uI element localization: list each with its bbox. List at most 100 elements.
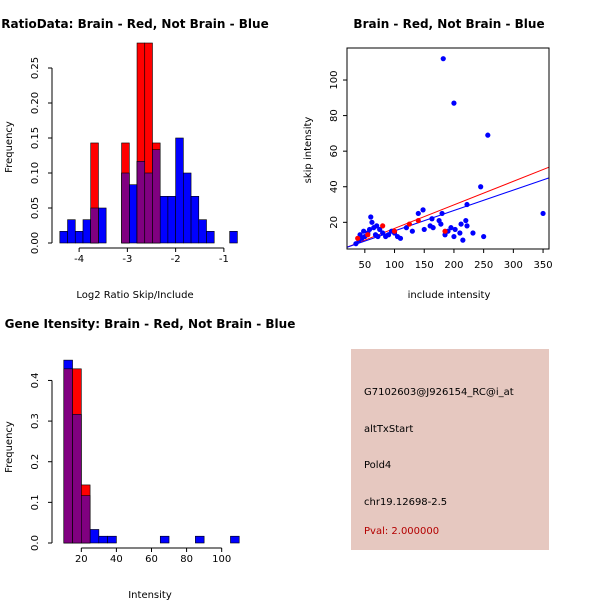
gene-histogram-title: Gene Itensity: Brain - Red, Not Brain - … xyxy=(5,317,296,331)
ratio-histogram-title: RatioData: Brain - Red, Not Brain - Blue xyxy=(1,17,268,31)
p-value: Pval: 2.000000 xyxy=(364,526,440,537)
blue-point xyxy=(397,235,404,241)
blue-point xyxy=(361,228,367,234)
red-point xyxy=(415,217,421,224)
blue-bar xyxy=(175,137,184,244)
y-tick-label: 60 xyxy=(329,145,340,158)
scatter-points xyxy=(353,56,546,247)
blue-point xyxy=(448,225,454,231)
blue-point xyxy=(439,210,445,217)
blue-point xyxy=(451,100,457,106)
blue-bar xyxy=(230,535,240,544)
genomic-location: chr19.12698-2.5 xyxy=(364,497,448,508)
blue-bar xyxy=(198,219,207,244)
blue-point xyxy=(442,232,448,238)
y-tick-label: 20 xyxy=(329,216,340,229)
y-tick-label: 0.2 xyxy=(30,454,41,470)
gene-histogram-axes: 20 40 60 80 100 0.0 0.1 0.2 0.3 0.4 xyxy=(30,372,231,565)
overlap-bar xyxy=(152,149,161,244)
ratio-histogram-bars xyxy=(59,42,238,244)
y-tick-label: 40 xyxy=(329,180,340,193)
blue-point xyxy=(463,217,469,224)
scatter-axes: 50 100 150 200 250 300 350 20 40 60 80 100 xyxy=(329,47,553,271)
overlap-bar xyxy=(72,413,82,544)
blue-point xyxy=(420,207,426,213)
blue-bar xyxy=(159,535,170,544)
blue-point xyxy=(371,225,377,231)
blue-point xyxy=(478,184,484,190)
blue-point xyxy=(368,214,374,220)
red-point xyxy=(380,223,386,229)
plot-box xyxy=(346,47,550,250)
ratio-histogram-ylabel: Frequency xyxy=(4,121,15,173)
blue-point xyxy=(440,56,446,62)
x-tick-label: 60 xyxy=(145,554,158,565)
gene-intensity-histogram: Gene Itensity: Brain - Red, Not Brain - … xyxy=(4,317,295,600)
overlap-bar xyxy=(81,495,91,544)
blue-point xyxy=(485,132,491,138)
overlap-bar xyxy=(144,172,153,244)
gene-histogram-xlabel: Intensity xyxy=(128,590,172,600)
blue-point xyxy=(457,230,463,236)
blue-point xyxy=(421,226,427,233)
x-tick-label: 200 xyxy=(444,260,463,271)
blue-bar xyxy=(190,196,200,244)
x-tick-label: -4 xyxy=(74,254,84,265)
ratio-histogram-axes: -4 -3 -2 -1 0.00 0.05 0.10 0.15 0.20 0.25 xyxy=(30,57,229,265)
y-tick-label: 0.4 xyxy=(30,372,41,388)
ratio-histogram-xlabel: Log2 Ratio Skip/Include xyxy=(76,290,193,301)
y-tick-label: 100 xyxy=(329,70,340,89)
gene-name: Pold4 xyxy=(364,460,392,471)
y-tick-label: 0.25 xyxy=(30,57,41,79)
x-tick-label: 350 xyxy=(534,260,553,271)
gene-histogram-bars xyxy=(63,359,240,544)
intensity-scatter: Brain - Red, Not Brain - Blue include in… xyxy=(303,17,553,301)
blue-bar xyxy=(67,219,76,244)
blue-regression-line xyxy=(346,177,550,248)
blue-bar xyxy=(107,535,117,544)
event-type: altTxStart xyxy=(364,424,414,435)
blue-bar xyxy=(59,231,68,244)
overlap-bar xyxy=(90,207,99,244)
gene-histogram-ylabel: Frequency xyxy=(4,421,15,473)
y-tick-label: 0.1 xyxy=(30,494,41,510)
blue-bar xyxy=(98,535,108,544)
blue-bar xyxy=(206,231,215,244)
blue-point xyxy=(460,237,466,243)
scatter-xlabel: include intensity xyxy=(408,290,491,301)
y-tick-label: 80 xyxy=(329,109,340,122)
blue-point xyxy=(380,230,386,236)
blue-point xyxy=(458,221,464,227)
blue-point xyxy=(481,233,487,240)
blue-point xyxy=(464,201,470,208)
x-tick-label: 20 xyxy=(75,554,88,565)
blue-point xyxy=(385,232,392,238)
blue-point xyxy=(409,228,415,234)
blue-point xyxy=(540,210,546,217)
scatter-ylabel: skip intensity xyxy=(303,117,314,184)
blue-point xyxy=(427,223,433,229)
blue-bar xyxy=(183,172,192,244)
blue-point xyxy=(464,223,470,229)
y-tick-label: 0.20 xyxy=(30,92,41,114)
blue-bar xyxy=(98,207,107,244)
x-tick-label: 150 xyxy=(415,260,434,271)
y-tick-label: 0.15 xyxy=(30,127,41,149)
blue-point xyxy=(403,225,410,231)
blue-point xyxy=(429,216,435,222)
blue-bar xyxy=(89,529,100,544)
y-tick-label: 0.10 xyxy=(30,162,41,184)
overlap-bar xyxy=(136,161,146,244)
scatter-title: Brain - Red, Not Brain - Blue xyxy=(353,17,544,31)
blue-point xyxy=(470,230,476,236)
y-tick-label: 0.05 xyxy=(30,197,41,219)
y-tick-label: 0.0 xyxy=(30,535,41,551)
blue-point xyxy=(415,210,421,217)
x-tick-label: 100 xyxy=(385,260,404,271)
blue-bar xyxy=(159,196,169,244)
x-tick-label: 100 xyxy=(212,554,231,565)
blue-point xyxy=(353,241,359,247)
blue-point xyxy=(377,226,383,233)
blue-bar xyxy=(74,231,84,244)
